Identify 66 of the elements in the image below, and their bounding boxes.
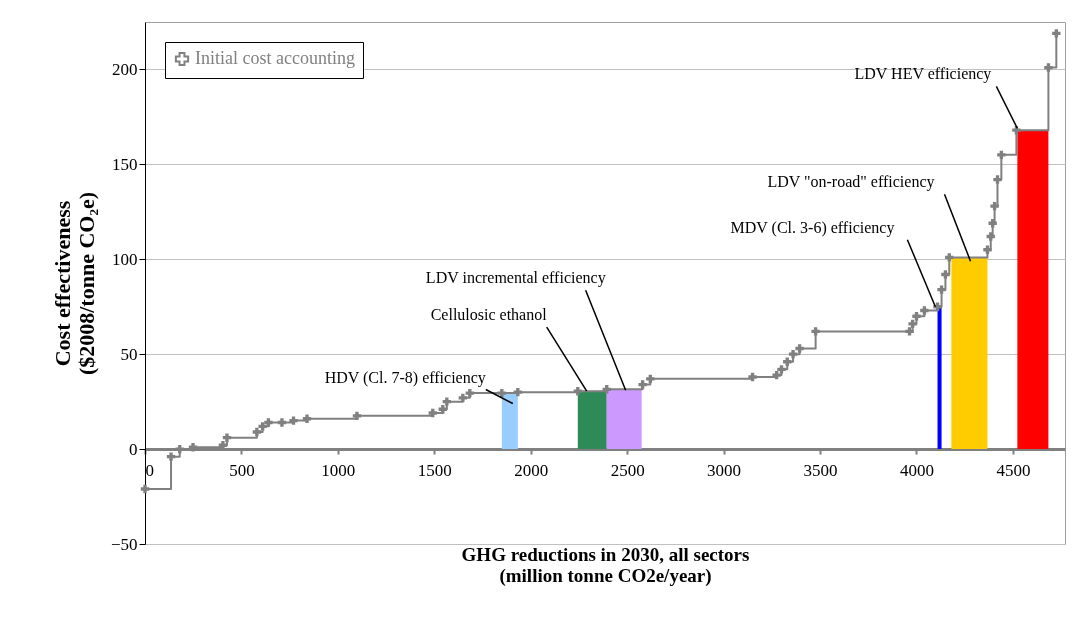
point <box>945 253 954 262</box>
x-tick-label: 1000 <box>321 460 356 480</box>
y-tick-label: 200 <box>112 59 138 79</box>
point <box>986 232 995 241</box>
y-tick-label: 0 <box>129 439 138 459</box>
y-tick-label: 150 <box>112 154 138 174</box>
point <box>302 414 312 423</box>
point <box>188 443 198 452</box>
point <box>646 374 655 384</box>
point <box>352 411 362 421</box>
point <box>990 201 999 211</box>
x-tick-label: 500 <box>229 460 255 480</box>
point <box>497 388 506 398</box>
point <box>289 416 298 425</box>
point <box>983 245 992 254</box>
annotation: LDV "on-road" efficiency <box>767 173 935 192</box>
point <box>465 388 474 398</box>
point <box>1044 63 1053 72</box>
point <box>252 427 262 437</box>
annotation: Cellulosic ethanol <box>430 306 548 324</box>
point <box>993 175 1002 184</box>
point <box>788 350 798 359</box>
point <box>795 344 804 353</box>
point <box>988 219 997 228</box>
annotation: LDV incremental efficiency <box>425 269 606 288</box>
x-axis-title: GHG reductions in 2030, all sectors (million tonne CO2e/year) <box>461 543 750 587</box>
annotation: HDV (Cl. 7-8) efficiency <box>324 368 486 387</box>
x-tick-label: 2000 <box>514 460 549 480</box>
annotation: MDV (Cl. 3-6) efficiency <box>730 218 895 237</box>
point <box>140 484 150 494</box>
point <box>1052 29 1061 38</box>
point <box>912 312 921 321</box>
point <box>997 150 1006 160</box>
point <box>513 387 522 397</box>
point <box>941 270 950 279</box>
x-tick-label: 3500 <box>803 460 838 480</box>
y-tick-label: 100 <box>112 249 138 269</box>
x-tick-label: 3000 <box>707 460 742 480</box>
y-axis-title: Cost effectiveness ($2008/tonne CO₂e) <box>49 191 99 376</box>
point <box>748 372 757 382</box>
x-tick-label: 4000 <box>899 460 934 480</box>
y-tick-label: −50 <box>110 534 138 554</box>
point <box>222 433 232 442</box>
point <box>638 380 647 389</box>
annotation: LDV HEV efficiency <box>854 65 992 84</box>
point <box>458 393 468 403</box>
y-tick-label: 50 <box>120 344 138 364</box>
x-tick-label: 1500 <box>417 460 452 480</box>
legend-label: Initial cost accounting <box>195 48 355 68</box>
point <box>777 365 786 374</box>
point <box>442 397 452 406</box>
point <box>264 418 273 427</box>
point <box>258 422 267 431</box>
point <box>905 327 914 336</box>
point <box>428 408 437 418</box>
point <box>937 285 946 294</box>
point <box>166 452 176 461</box>
point <box>811 327 820 336</box>
point <box>908 319 917 328</box>
point <box>920 306 929 315</box>
x-tick-label: 0 <box>145 460 154 480</box>
point <box>175 444 184 454</box>
x-tick-label: 4500 <box>996 460 1031 480</box>
point <box>772 370 781 380</box>
point <box>277 418 287 427</box>
x-tick-label: 2500 <box>610 460 645 480</box>
